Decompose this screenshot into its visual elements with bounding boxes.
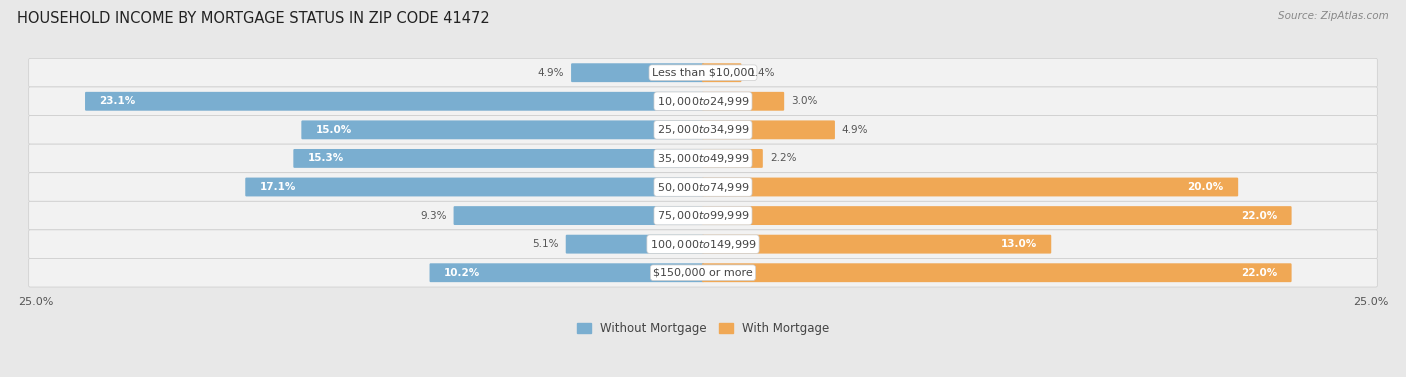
FancyBboxPatch shape (28, 201, 1378, 230)
FancyBboxPatch shape (28, 116, 1378, 144)
FancyBboxPatch shape (702, 178, 1239, 196)
Text: HOUSEHOLD INCOME BY MORTGAGE STATUS IN ZIP CODE 41472: HOUSEHOLD INCOME BY MORTGAGE STATUS IN Z… (17, 11, 489, 26)
FancyBboxPatch shape (245, 178, 704, 196)
FancyBboxPatch shape (702, 92, 785, 111)
Text: Less than $10,000: Less than $10,000 (652, 68, 754, 78)
Text: 2.2%: 2.2% (769, 153, 796, 163)
FancyBboxPatch shape (430, 263, 704, 282)
Text: 5.1%: 5.1% (533, 239, 558, 249)
FancyBboxPatch shape (294, 149, 704, 168)
Text: $100,000 to $149,999: $100,000 to $149,999 (650, 238, 756, 251)
Legend: Without Mortgage, With Mortgage: Without Mortgage, With Mortgage (572, 317, 834, 340)
Text: 10.2%: 10.2% (444, 268, 481, 278)
Text: 23.1%: 23.1% (100, 96, 136, 106)
FancyBboxPatch shape (571, 63, 704, 82)
Text: $75,000 to $99,999: $75,000 to $99,999 (657, 209, 749, 222)
Text: 17.1%: 17.1% (260, 182, 297, 192)
FancyBboxPatch shape (301, 120, 704, 139)
FancyBboxPatch shape (28, 259, 1378, 287)
Text: 15.3%: 15.3% (308, 153, 344, 163)
FancyBboxPatch shape (702, 120, 835, 139)
Text: 9.3%: 9.3% (420, 211, 447, 221)
Text: 1.4%: 1.4% (748, 68, 775, 78)
FancyBboxPatch shape (702, 206, 1292, 225)
Text: $10,000 to $24,999: $10,000 to $24,999 (657, 95, 749, 108)
Text: 3.0%: 3.0% (792, 96, 817, 106)
Text: 22.0%: 22.0% (1241, 211, 1277, 221)
FancyBboxPatch shape (28, 58, 1378, 87)
Text: $25,000 to $34,999: $25,000 to $34,999 (657, 123, 749, 136)
Text: 15.0%: 15.0% (316, 125, 352, 135)
Text: 20.0%: 20.0% (1188, 182, 1223, 192)
Text: 22.0%: 22.0% (1241, 268, 1277, 278)
FancyBboxPatch shape (28, 144, 1378, 173)
FancyBboxPatch shape (28, 230, 1378, 259)
FancyBboxPatch shape (702, 263, 1292, 282)
FancyBboxPatch shape (565, 235, 704, 254)
Text: Source: ZipAtlas.com: Source: ZipAtlas.com (1278, 11, 1389, 21)
Text: $35,000 to $49,999: $35,000 to $49,999 (657, 152, 749, 165)
FancyBboxPatch shape (702, 149, 763, 168)
FancyBboxPatch shape (702, 235, 1052, 254)
FancyBboxPatch shape (702, 63, 741, 82)
Text: $150,000 or more: $150,000 or more (654, 268, 752, 278)
FancyBboxPatch shape (454, 206, 704, 225)
FancyBboxPatch shape (28, 87, 1378, 116)
Text: 4.9%: 4.9% (537, 68, 564, 78)
FancyBboxPatch shape (28, 173, 1378, 201)
Text: 4.9%: 4.9% (842, 125, 869, 135)
FancyBboxPatch shape (84, 92, 704, 111)
Text: 13.0%: 13.0% (1001, 239, 1036, 249)
Text: $50,000 to $74,999: $50,000 to $74,999 (657, 181, 749, 193)
